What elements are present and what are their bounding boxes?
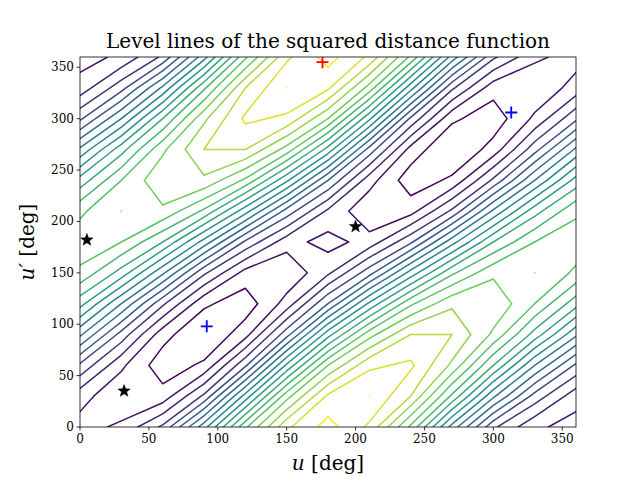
marker-plus: [316, 57, 328, 68]
y-tick: [77, 427, 81, 428]
contour-line: [80, 57, 576, 427]
marker-star: [81, 233, 93, 245]
x-tick: [148, 427, 149, 431]
marker-plus: [201, 320, 213, 332]
x-tick: [562, 427, 563, 431]
contour-line: [80, 57, 576, 427]
contour-line: [80, 57, 576, 427]
contour-line: [80, 57, 576, 427]
background: [0, 0, 640, 480]
y-tick: [77, 118, 81, 119]
contour-line: [80, 57, 576, 427]
x-tick-label: 0: [76, 432, 84, 446]
contour-line: [242, 57, 414, 427]
x-tick-label: 250: [413, 432, 436, 446]
y-tick: [77, 170, 81, 171]
marker-star: [349, 220, 361, 232]
contour-line: [80, 57, 576, 427]
contour-line: [80, 57, 576, 427]
contour-line: [80, 57, 576, 427]
y-tick: [77, 324, 81, 325]
x-tick: [217, 427, 218, 431]
x-tick-label: 50: [141, 432, 156, 446]
y-tick: [77, 67, 81, 68]
y-tick: [77, 375, 81, 376]
y-tick-label: 200: [51, 214, 74, 228]
contour-line: [121, 57, 534, 427]
plot-frame: [80, 57, 576, 427]
y-tick: [77, 221, 81, 222]
y-tick-label: 0: [66, 420, 74, 434]
contour-line: [80, 57, 576, 427]
x-tick-label: 100: [206, 432, 229, 446]
x-tick-label: 300: [482, 432, 505, 446]
x-axis-label: u [deg]: [292, 451, 364, 475]
y-tick-label: 150: [51, 266, 74, 280]
marker-star: [118, 385, 130, 397]
x-tick: [355, 427, 356, 431]
x-tick: [493, 427, 494, 431]
contour-line: [149, 100, 507, 384]
contour-line: [80, 57, 576, 427]
x-tick: [286, 427, 287, 431]
y-tick-label: 50: [59, 369, 74, 383]
y-tick-label: 350: [51, 60, 74, 74]
contour-line: [80, 57, 576, 427]
y-tick-label: 250: [51, 163, 74, 177]
chart: 0 50 100 150 200 250 300 350 0 50 100 150 200 250 300 3…: [0, 0, 640, 480]
contour-line: [287, 57, 370, 427]
x-tick-label: 150: [275, 432, 298, 446]
y-tick-label: 300: [51, 112, 74, 126]
x-tick-label: 350: [551, 432, 574, 446]
x-tick: [80, 427, 81, 431]
contour-line: [80, 57, 576, 427]
plot-area: [80, 57, 576, 427]
y-tick-label: 100: [51, 317, 74, 331]
x-tick: [424, 427, 425, 431]
marker-plus: [505, 107, 517, 119]
title: Level lines of the squared distance func…: [106, 29, 550, 53]
contour-line: [185, 57, 471, 427]
contour-line: [204, 57, 452, 427]
contour-line: [80, 57, 576, 427]
y-tick: [77, 272, 81, 273]
y-axis-label: u′ [deg]: [15, 204, 39, 281]
x-tick-label: 200: [344, 432, 367, 446]
